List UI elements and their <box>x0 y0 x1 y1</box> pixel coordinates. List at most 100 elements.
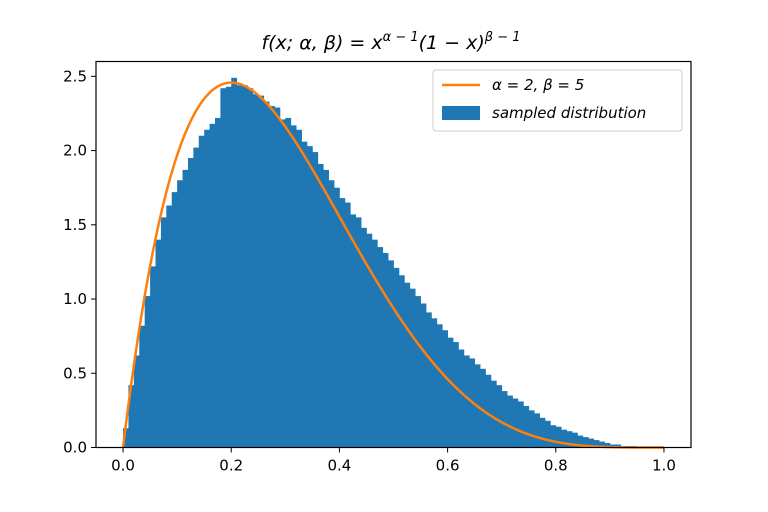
histogram-bar <box>615 444 622 448</box>
histogram-bar <box>588 438 595 448</box>
histogram-bar <box>128 385 135 448</box>
histogram-bar <box>296 129 302 448</box>
histogram-bar <box>252 94 259 448</box>
histogram-bar <box>334 187 340 448</box>
y-tick-label: 1.5 <box>63 216 87 234</box>
histogram-bar <box>382 253 389 448</box>
legend-label-curve: α = 2, β = 5 <box>492 76 584 94</box>
y-tick-label: 1.0 <box>63 290 87 308</box>
histogram-bar <box>204 129 210 448</box>
histogram-bar <box>215 117 221 448</box>
histogram-bar <box>323 169 329 448</box>
histogram-bar <box>599 441 605 448</box>
histogram-bar <box>231 77 238 448</box>
legend: α = 2, β = 5 sampled distribution <box>432 69 683 132</box>
histogram-bar <box>258 95 265 448</box>
x-tick-label: 0.0 <box>111 457 135 475</box>
histogram-bar <box>344 202 351 448</box>
histogram-bar <box>150 266 156 448</box>
histogram-bar <box>582 437 589 448</box>
histogram-bar <box>312 152 319 448</box>
histogram-bar <box>269 106 275 448</box>
histogram-bar <box>377 247 384 448</box>
histogram-bar <box>371 239 378 448</box>
histogram-bar <box>453 342 459 448</box>
x-tick-label: 0.8 <box>544 457 568 475</box>
x-tick-label: 0.4 <box>327 457 351 475</box>
histogram-bar <box>539 417 546 448</box>
histogram-bar <box>177 180 183 448</box>
histogram-bar <box>480 368 486 448</box>
y-tick-label: 2.0 <box>63 142 87 160</box>
histogram-bar <box>528 410 535 448</box>
histogram-bar <box>393 267 400 448</box>
legend-patch-swatch <box>442 106 480 120</box>
histogram-bar <box>144 296 151 448</box>
histogram-bar <box>593 440 600 448</box>
histogram-bar <box>485 374 492 448</box>
histogram-bar <box>431 318 438 448</box>
histogram-bar <box>198 135 205 448</box>
legend-box <box>432 69 683 132</box>
histogram-bar <box>555 426 562 448</box>
histogram-bar <box>447 337 454 448</box>
histogram-bar <box>247 88 254 448</box>
histogram-bar <box>225 86 232 448</box>
plot-area <box>121 77 664 449</box>
histogram-bar <box>517 401 524 448</box>
histogram-bar <box>442 330 448 448</box>
histogram-bar <box>187 158 194 448</box>
histogram-bar <box>523 405 530 448</box>
histogram-bar <box>361 227 367 448</box>
histogram-bar <box>139 325 146 448</box>
histogram-bar <box>182 169 189 448</box>
histogram-bar <box>404 282 411 448</box>
histogram-bar <box>290 125 297 448</box>
histogram-bar <box>512 398 519 448</box>
histogram-bar <box>496 385 503 448</box>
histogram-bar <box>550 425 557 448</box>
histogram-bar <box>436 324 443 448</box>
histogram-bar <box>123 428 129 448</box>
histogram-bar <box>501 391 508 448</box>
x-tick-label: 1.0 <box>652 457 676 475</box>
histogram-bar <box>193 147 200 448</box>
histogram-bar <box>463 355 470 448</box>
histogram-bar <box>166 205 173 448</box>
histogram-bar <box>366 233 373 448</box>
y-tick-label: 2.5 <box>63 67 87 85</box>
histogram-bar <box>339 198 346 448</box>
histogram-bar <box>577 435 584 448</box>
histogram-bar <box>572 432 578 448</box>
histogram-bar <box>409 288 416 448</box>
axes-frame <box>95 60 692 449</box>
histogram-bar <box>415 296 421 448</box>
x-axis: 0.0 0.2 0.4 0.6 0.8 1.0 <box>111 447 676 475</box>
histogram-bar <box>301 141 308 448</box>
y-tick-label: 0.5 <box>63 364 87 382</box>
histogram-bar <box>285 117 292 448</box>
histogram-bar <box>317 163 324 448</box>
histogram-bar <box>160 217 167 448</box>
histogram-bar <box>306 146 313 448</box>
x-tick-label: 0.6 <box>436 457 460 475</box>
histogram-bar <box>534 413 540 448</box>
histogram-bar <box>171 192 178 448</box>
histogram-bar <box>220 88 227 448</box>
histogram-bar <box>242 85 248 448</box>
histogram-bar <box>566 431 573 448</box>
histogram-bar <box>604 443 611 448</box>
histogram-bar <box>561 429 567 448</box>
histogram-bar <box>458 349 465 448</box>
y-axis: 0.0 0.5 1.0 1.5 2.0 2.5 <box>63 67 96 457</box>
histogram-bar <box>236 85 243 448</box>
histogram-bar <box>420 303 427 448</box>
x-tick-label: 0.2 <box>219 457 243 475</box>
histogram-bar <box>398 275 405 448</box>
histogram-bar <box>279 119 286 448</box>
histogram-bar <box>355 217 362 448</box>
histogram-bar <box>209 123 216 448</box>
chart-title: f(x; α, β) = xα − 1(1 − x)β − 1 <box>261 30 520 54</box>
